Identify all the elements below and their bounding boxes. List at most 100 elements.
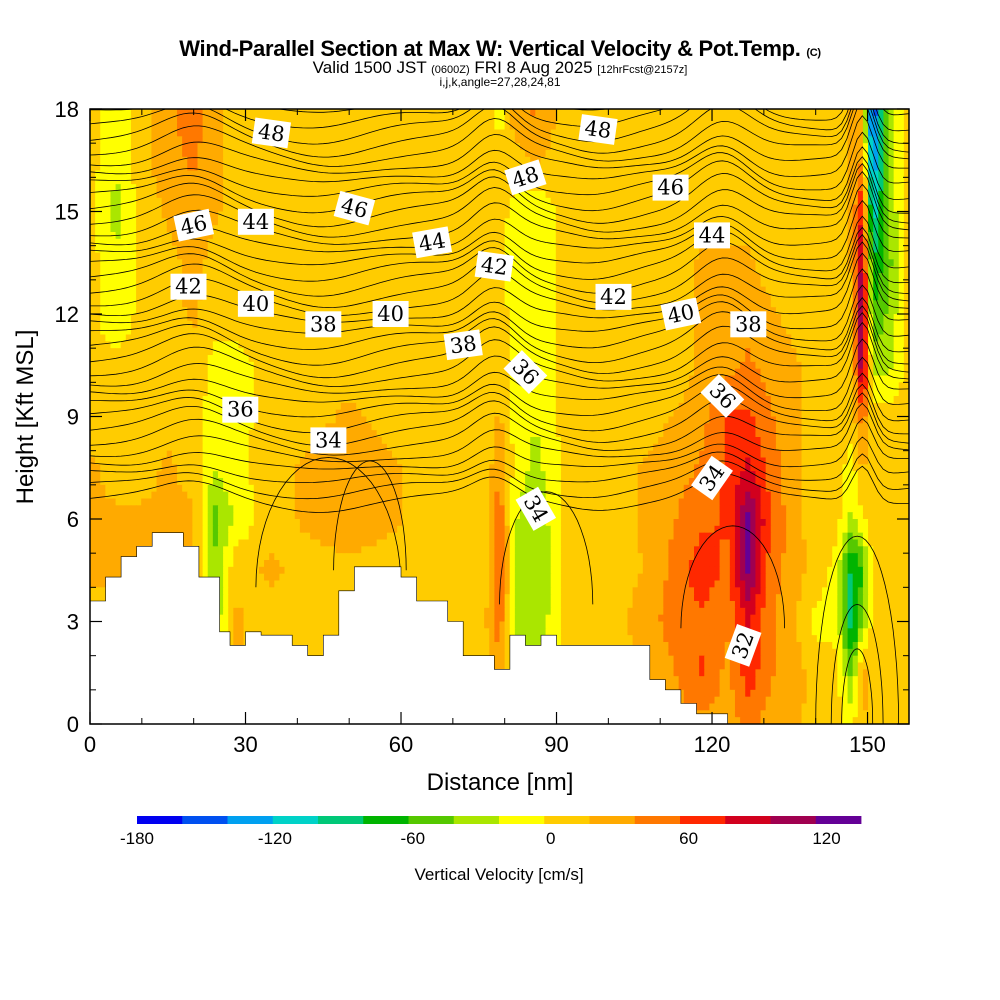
field-cell <box>653 143 659 151</box>
field-cell <box>811 150 818 158</box>
field-cell <box>120 320 127 329</box>
field-cell <box>468 129 475 137</box>
field-cell <box>658 266 664 274</box>
field-cell <box>381 197 388 206</box>
field-cell <box>791 204 797 213</box>
field-cell <box>228 245 234 254</box>
field-cell <box>545 232 552 240</box>
field-cell <box>304 211 311 219</box>
field-cell <box>289 238 296 247</box>
field-cell <box>606 238 613 247</box>
field-cell <box>647 143 654 151</box>
field-cell <box>223 197 229 206</box>
field-cell <box>100 143 106 151</box>
field-cell <box>120 279 127 288</box>
field-cell <box>781 170 787 178</box>
field-cell <box>663 225 670 233</box>
field-cell <box>709 170 716 178</box>
field-cell <box>453 300 460 308</box>
field-cell <box>366 293 373 301</box>
field-cell <box>427 293 434 301</box>
field-cell <box>637 225 644 233</box>
field-cell <box>130 143 137 151</box>
field-cell <box>304 300 311 308</box>
field-cell <box>402 266 408 274</box>
field-cell <box>130 245 137 254</box>
field-cell <box>197 245 204 254</box>
field-cell <box>258 259 265 267</box>
field-cell <box>796 156 803 165</box>
field-cell <box>489 122 495 131</box>
field-cell <box>479 225 485 233</box>
field-cell <box>223 136 229 144</box>
field-cell <box>274 266 280 274</box>
field-cell <box>796 279 803 288</box>
field-cell <box>750 218 757 226</box>
field-cell <box>791 211 797 219</box>
field-cell <box>294 129 301 137</box>
field-cell <box>376 129 383 137</box>
field-cell <box>192 170 199 178</box>
field-cell <box>156 184 163 192</box>
field-cell <box>310 273 316 281</box>
field-cell <box>120 293 127 301</box>
field-cell <box>883 293 890 301</box>
field-cell <box>177 109 183 117</box>
field-cell <box>642 218 649 226</box>
field-cell <box>100 307 106 315</box>
field-cell <box>284 218 291 226</box>
field-cell <box>325 238 332 247</box>
field-cell <box>320 225 327 233</box>
field-cell <box>535 259 542 267</box>
field-cell <box>827 286 833 295</box>
field-cell <box>632 252 639 260</box>
field-cell <box>837 150 844 158</box>
field-cell <box>397 156 403 165</box>
field-cell <box>258 204 265 213</box>
field-cell <box>397 129 403 137</box>
field-cell <box>248 170 255 178</box>
field-cell <box>709 197 716 206</box>
field-cell <box>141 150 147 158</box>
field-cell <box>606 232 613 240</box>
field-cell <box>740 150 746 158</box>
field-cell <box>392 115 398 124</box>
field-cell <box>432 279 439 288</box>
field-cell <box>893 150 900 158</box>
field-cell <box>883 232 890 240</box>
field-cell <box>770 115 777 124</box>
field-cell <box>110 245 117 254</box>
field-cell <box>479 279 485 288</box>
field-cell <box>125 109 132 117</box>
field-cell <box>888 307 895 315</box>
field-cell <box>627 225 634 233</box>
field-cell <box>612 232 618 240</box>
field-cell <box>673 143 680 151</box>
field-cell <box>811 279 818 288</box>
field-cell <box>95 204 101 213</box>
field-cell <box>233 136 240 144</box>
field-cell <box>448 293 455 301</box>
field-cell <box>494 314 501 322</box>
field-cell <box>811 286 818 295</box>
field-cell <box>775 156 782 165</box>
field-cell <box>811 273 818 281</box>
field-cell <box>438 293 444 301</box>
field-cell <box>653 266 659 274</box>
field-cell <box>893 197 900 206</box>
field-cell <box>100 245 106 254</box>
field-cell <box>120 143 127 151</box>
field-cell <box>586 238 593 247</box>
field-cell <box>468 232 475 240</box>
field-cell <box>668 273 675 281</box>
field-cell <box>381 177 388 185</box>
field-cell <box>888 232 895 240</box>
field-cell <box>745 122 751 131</box>
field-cell <box>729 150 736 158</box>
field-cell <box>555 314 562 322</box>
field-cell <box>330 232 337 240</box>
field-cell <box>258 184 265 192</box>
field-cell <box>770 143 777 151</box>
field-cell <box>130 279 137 288</box>
field-cell <box>719 279 726 288</box>
